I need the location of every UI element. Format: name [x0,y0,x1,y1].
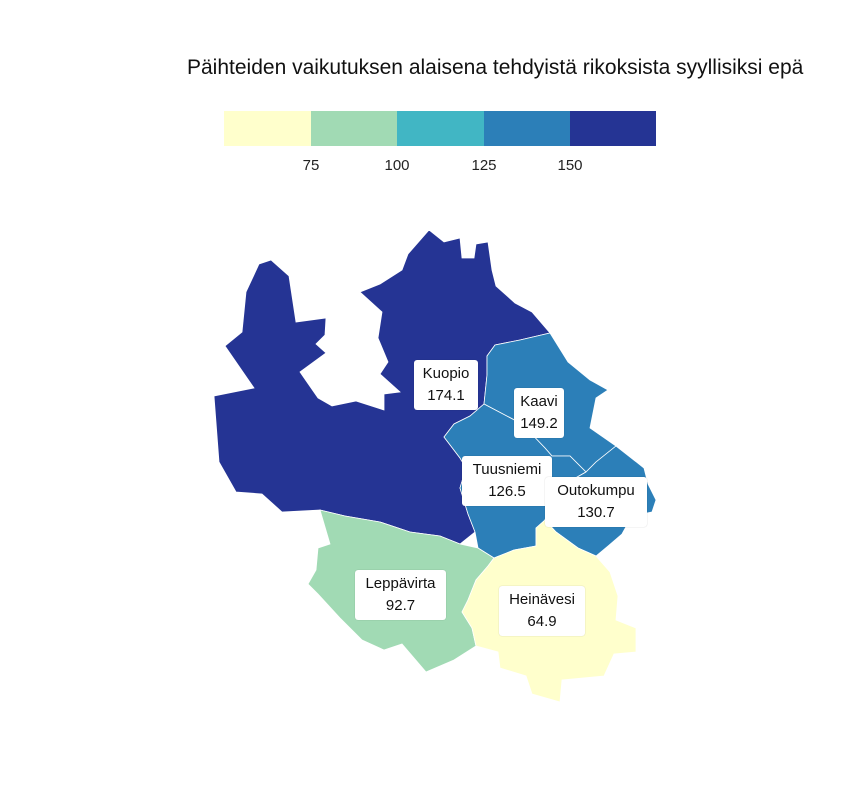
label-tuusniemi-name: Tuusniemi [472,461,542,478]
label-heinavesi-value: 64.9 [527,613,557,630]
map-title: Päihteiden vaikutuksen alaisena tehdyist… [187,56,804,79]
label-outokumpu-value: 130.7 [577,504,615,521]
label-tuusniemi-value: 126.5 [488,483,526,500]
label-tuusniemi: Tuusniemi 126.5 [462,456,552,506]
label-kaavi-value: 149.2 [520,415,558,432]
label-kuopio-name: Kuopio [422,365,470,382]
label-kuopio-value: 174.1 [427,387,465,404]
label-heinavesi-name: Heinävesi [509,591,575,608]
label-outokumpu: Outokumpu 130.7 [545,477,647,527]
label-outokumpu-name: Outokumpu [557,482,635,499]
label-heinavesi: Heinävesi 64.9 [499,586,585,636]
label-leppavirta: Leppävirta 92.7 [355,570,446,620]
label-leppavirta-name: Leppävirta [365,575,436,592]
label-kuopio: Kuopio 174.1 [414,360,478,410]
label-kaavi-name: Kaavi [520,393,558,410]
label-kaavi: Kaavi 149.2 [514,388,564,438]
label-leppavirta-value: 92.7 [385,597,416,614]
region-kuopio[interactable] [213,229,551,545]
